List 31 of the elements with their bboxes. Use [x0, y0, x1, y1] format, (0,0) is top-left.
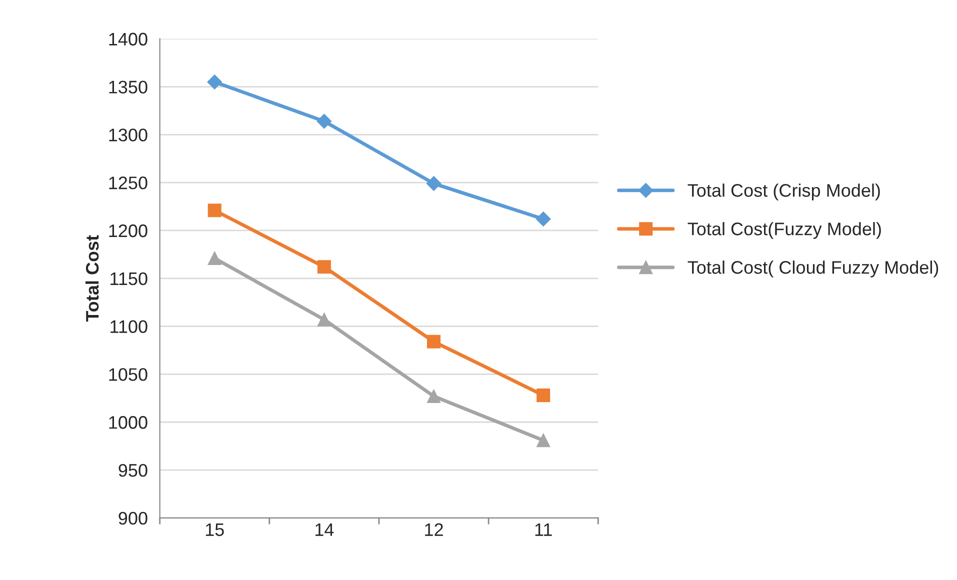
point: [536, 388, 550, 402]
point: [426, 334, 441, 348]
y-tick-label: 900: [118, 512, 148, 525]
y-axis-title: Total Cost: [85, 235, 99, 322]
point: [536, 434, 550, 448]
legend-label: Total Cost (Crisp Model): [688, 184, 880, 200]
y-tick-label: 1100: [110, 320, 148, 334]
x-tick-label: 12: [425, 523, 443, 536]
point: [426, 389, 441, 404]
point: [317, 312, 331, 326]
point: [207, 74, 222, 90]
legend-label: Total Cost( Cloud Fuzzy Model): [688, 260, 938, 278]
y-tick-label: 1200: [109, 224, 148, 238]
x-tick-label: 14: [316, 523, 334, 536]
point: [317, 260, 331, 274]
y-tick-label: 1300: [109, 128, 148, 142]
point: [208, 204, 222, 218]
y-tick-label: 1350: [109, 80, 148, 94]
point: [536, 212, 551, 226]
legend-label: Total Cost(Fuzzy Model): [688, 222, 881, 239]
point: [316, 114, 332, 129]
y-tick-label: 1250: [109, 176, 148, 190]
y-tick-label: 950: [118, 464, 148, 477]
y-tick-label: 1000: [109, 416, 148, 429]
x-tick-label: 11: [535, 523, 552, 536]
point: [426, 176, 442, 191]
x-tick-label: 15: [206, 523, 224, 536]
y-tick-label: 1050: [109, 368, 148, 381]
y-tick-label: 1150: [110, 272, 148, 286]
y-tick-label: 1400: [109, 32, 148, 46]
point: [208, 252, 222, 266]
